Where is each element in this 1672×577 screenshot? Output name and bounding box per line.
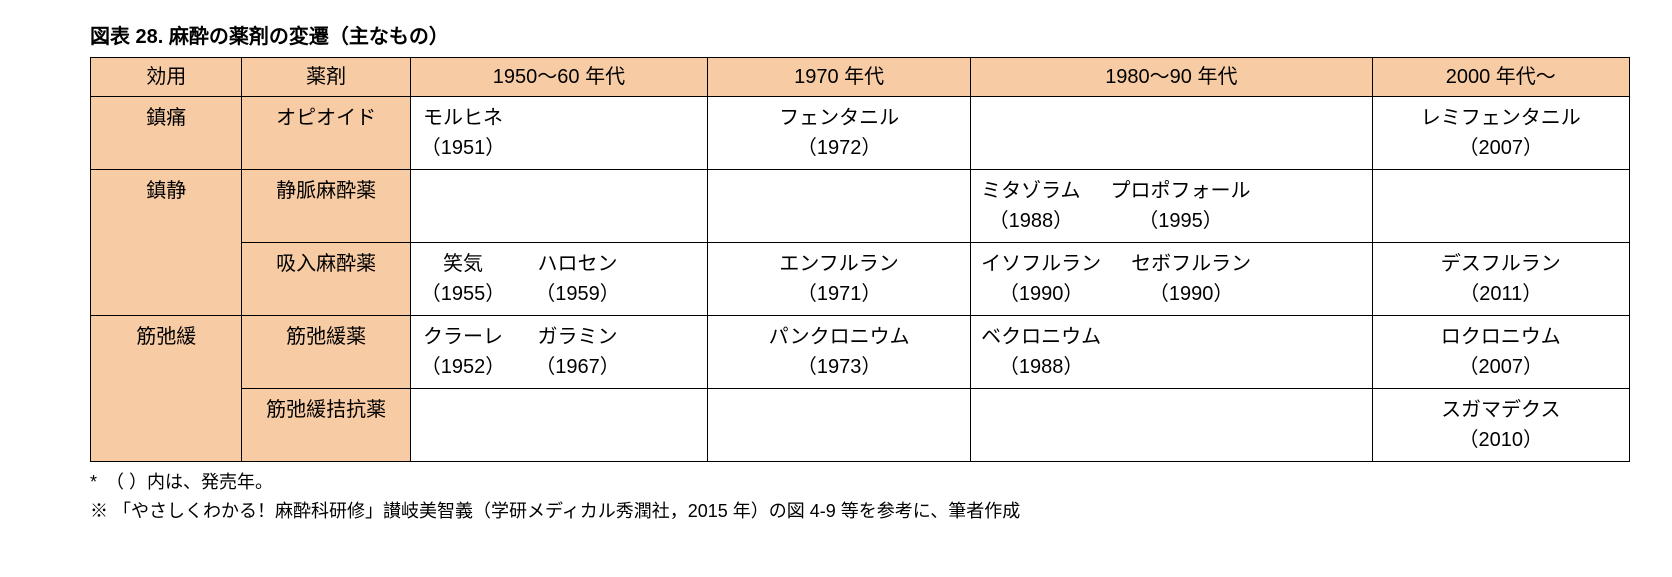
era-cell-1970: フェンタニル （1972） [708,97,971,170]
drug-name: ミタゾラム [981,176,1080,206]
col-1950-60: 1950～60 年代 [410,58,707,97]
footnotes: * （ ）内は、発売年。 ※ 「やさしくわかる！麻酔科研修」讃岐美智義（学研メデ… [90,468,1612,526]
era-cell-1970 [708,170,971,243]
figure-title: 図表 28. 麻酔の薬剤の変遷（主なもの） [90,20,1612,49]
drugcat-cell: 吸入麻酔薬 [242,243,410,316]
drug-name: ロクロニウム [1383,322,1619,352]
drug-entry: セボフルラン （1990） [1131,249,1251,309]
era-cell-1970: エンフルラン （1971） [708,243,971,316]
era-cell-2000: レミフェンタニル （2007） [1372,97,1629,170]
drug-name: レミフェンタニル [1383,103,1619,133]
era-cell-1950 [410,170,707,243]
effect-cell: 筋弛緩 [91,316,242,462]
footnote-line2: ※ 「やさしくわかる！麻酔科研修」讃岐美智義（学研メディカル秀潤社，2015 年… [90,497,1612,526]
col-2000: 2000 年代～ [1372,58,1629,97]
drug-year: （1990） [1131,279,1251,309]
drug-entry: ガラミン （1967） [535,322,620,382]
table-row: 吸入麻酔薬 笑気 （1955） ハロセン （1959） エンフルラン （1971 [91,243,1630,316]
drug-name: ハロセン [535,249,620,279]
era-cell-1980: ミタゾラム （1988） プロポフォール （1995） [971,170,1372,243]
drug-entry: ロクロニウム （2007） [1383,322,1619,382]
drug-year: （2011） [1383,279,1619,309]
drug-name: エンフルラン [718,249,960,279]
col-1980-90: 1980～90 年代 [971,58,1372,97]
drug-year: （2007） [1383,352,1619,382]
drug-year: （1967） [535,352,620,382]
drug-entry: イソフルラン （1990） [981,249,1101,309]
col-drug: 薬剤 [242,58,410,97]
drug-entry: エンフルラン （1971） [718,249,960,309]
drug-year: （2010） [1383,425,1619,455]
col-effect: 効用 [91,58,242,97]
drug-year: （1995） [1111,206,1251,236]
era-cell-1950: クラーレ （1952） ガラミン （1967） [410,316,707,389]
drug-entry: プロポフォール （1995） [1111,176,1251,236]
drug-name: ガラミン [535,322,620,352]
effect-cell: 鎮静 [91,170,242,316]
col-1970: 1970 年代 [708,58,971,97]
drug-name: 笑気 [421,249,506,279]
drug-entry: デスフルラン （2011） [1383,249,1619,309]
drug-year: （1955） [421,279,506,309]
drug-name: パンクロニウム [718,322,960,352]
drug-entry: 笑気 （1955） [421,249,506,309]
drug-entry: スガマデクス （2010） [1383,395,1619,455]
drug-name: ベクロニウム [981,322,1101,352]
anesthesia-drugs-table: 効用 薬剤 1950～60 年代 1970 年代 1980～90 年代 2000… [90,57,1630,462]
effect-cell: 鎮痛 [91,97,242,170]
drug-name: イソフルラン [981,249,1101,279]
header-row: 効用 薬剤 1950～60 年代 1970 年代 1980～90 年代 2000… [91,58,1630,97]
drug-name: フェンタニル [718,103,960,133]
drug-entry: パンクロニウム （1973） [718,322,960,382]
era-cell-1970: パンクロニウム （1973） [708,316,971,389]
era-cell-2000: デスフルラン （2011） [1372,243,1629,316]
drug-year: （1972） [718,133,960,163]
era-cell-1980: ベクロニウム （1988） [971,316,1372,389]
drug-name: スガマデクス [1383,395,1619,425]
drug-entry: クラーレ （1952） [421,322,506,382]
drug-entry: ハロセン （1959） [535,249,620,309]
era-cell-2000 [1372,170,1629,243]
era-cell-2000: ロクロニウム （2007） [1372,316,1629,389]
era-cell-1950: 笑気 （1955） ハロセン （1959） [410,243,707,316]
drug-year: （1973） [718,352,960,382]
drugcat-cell: オピオイド [242,97,410,170]
table-row: 鎮静 静脈麻酔薬 ミタゾラム （1988） プロポフォール （1995） [91,170,1630,243]
drug-name: モルヒネ [421,103,506,133]
drug-entry: ミタゾラム （1988） [981,176,1080,236]
era-cell-1980 [971,97,1372,170]
era-cell-1950 [410,389,707,462]
table-row: 筋弛緩 筋弛緩薬 クラーレ （1952） ガラミン （1967） パンクロニウム [91,316,1630,389]
drug-year: （1952） [421,352,506,382]
drugcat-cell: 筋弛緩薬 [242,316,410,389]
drugcat-cell: 静脈麻酔薬 [242,170,410,243]
drug-name: セボフルラン [1131,249,1251,279]
drug-year: （1990） [981,279,1101,309]
era-cell-1980: イソフルラン （1990） セボフルラン （1990） [971,243,1372,316]
drug-name: クラーレ [421,322,506,352]
era-cell-2000: スガマデクス （2010） [1372,389,1629,462]
drug-year: （1988） [981,206,1080,236]
drug-name: デスフルラン [1383,249,1619,279]
drug-year: （1959） [535,279,620,309]
drug-year: （1971） [718,279,960,309]
era-cell-1970 [708,389,971,462]
drug-entry: ベクロニウム （1988） [981,322,1101,382]
drug-entry: レミフェンタニル （2007） [1383,103,1619,163]
drug-year: （1951） [421,133,506,163]
table-row: 筋弛緩拮抗薬 スガマデクス （2010） [91,389,1630,462]
footnote-line1: * （ ）内は、発売年。 [90,468,1612,497]
era-cell-1980 [971,389,1372,462]
drug-entry: モルヒネ （1951） [421,103,506,163]
era-cell-1950: モルヒネ （1951） [410,97,707,170]
drug-entry: フェンタニル （1972） [718,103,960,163]
drug-year: （2007） [1383,133,1619,163]
drugcat-cell: 筋弛緩拮抗薬 [242,389,410,462]
drug-year: （1988） [981,352,1101,382]
drug-name: プロポフォール [1111,176,1251,206]
table-row: 鎮痛 オピオイド モルヒネ （1951） フェンタニル （1972） [91,97,1630,170]
